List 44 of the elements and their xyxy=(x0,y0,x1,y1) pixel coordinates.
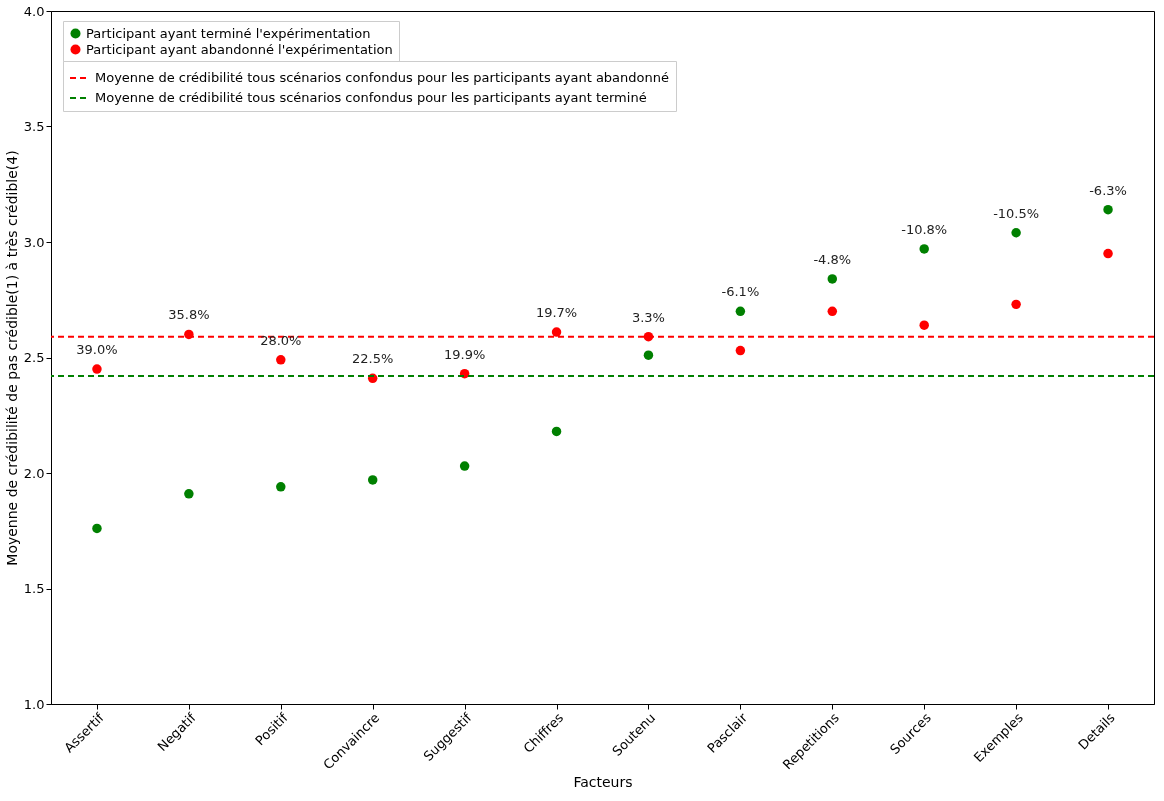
legend-label: Participant ayant abandonné l'expérimentation xyxy=(86,41,393,57)
point xyxy=(551,327,562,337)
x-axis-title: Facteurs xyxy=(573,774,633,791)
point xyxy=(735,345,746,356)
point xyxy=(459,461,470,471)
legend-label: Moyenne de crédibilité tous scénarios confondus pour les participants ayant terminé xyxy=(95,90,647,105)
annotation: -6.3% xyxy=(1089,182,1127,198)
annotation: -10.5% xyxy=(993,205,1040,221)
y-tick-label: 3.0 xyxy=(23,234,45,250)
point xyxy=(1103,248,1113,259)
annotation: 39.0% xyxy=(76,342,118,358)
legend-label: Moyenne de crédibilité tous scénarios confondus pour les participants ayant abandonné xyxy=(95,70,670,85)
point xyxy=(551,426,562,437)
annotation: 22.5% xyxy=(352,351,394,367)
point xyxy=(827,306,838,317)
y-tick-label: 4.0 xyxy=(23,3,45,19)
y-tick-label: 3.5 xyxy=(23,119,45,134)
annotation: -10.8% xyxy=(901,221,948,237)
y-tick-label: 2.5 xyxy=(23,350,45,365)
annotation: -4.8% xyxy=(813,251,852,267)
y-tick-label: 1.5 xyxy=(23,581,45,596)
y-tick-label: 1.0 xyxy=(23,696,45,712)
y-tick-label: 2.0 xyxy=(23,465,45,481)
point xyxy=(92,364,102,374)
point xyxy=(92,523,102,534)
annotation: -6.1% xyxy=(721,284,760,300)
annotation: 19.9% xyxy=(443,346,486,362)
point xyxy=(1011,299,1021,310)
point xyxy=(276,482,286,492)
point xyxy=(919,244,929,254)
point xyxy=(643,350,654,360)
point xyxy=(735,306,746,317)
annotation: 35.8% xyxy=(168,307,210,323)
point xyxy=(367,475,378,485)
annotation: 3.3% xyxy=(631,309,665,325)
legend-label: Participant ayant terminé l'expérimentation xyxy=(86,25,371,41)
y-axis-title: Moyenne de crédibilité de pas crédible(1) à très crédible(4) xyxy=(3,150,20,566)
annotation: 19.7% xyxy=(535,305,578,321)
point xyxy=(276,355,286,365)
point xyxy=(1011,228,1021,238)
point xyxy=(184,489,194,499)
point xyxy=(1103,204,1113,215)
point xyxy=(919,320,929,330)
point xyxy=(827,274,838,284)
